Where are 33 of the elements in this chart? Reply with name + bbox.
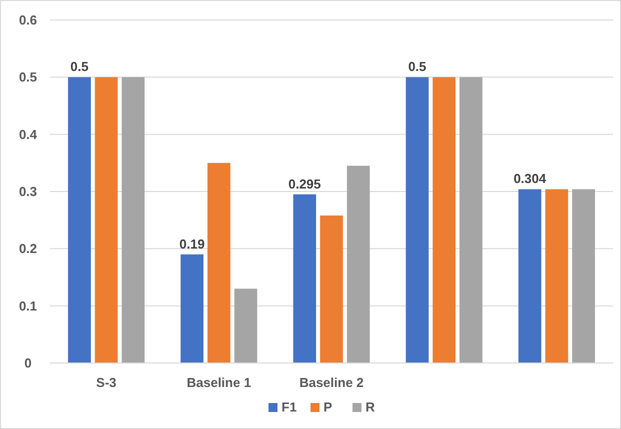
- bar: [460, 77, 482, 363]
- bar: [406, 77, 429, 363]
- y-tick-label: 0: [24, 356, 32, 371]
- bar: [207, 162, 230, 363]
- bar: [94, 77, 118, 363]
- data-label: 0.19: [179, 236, 205, 252]
- y-tick-label: 0.1: [18, 298, 38, 314]
- bar: [518, 189, 542, 363]
- x-tick-label: Baseline 1: [186, 375, 252, 390]
- bar: [432, 77, 456, 363]
- data-label: 0.295: [288, 176, 321, 192]
- y-tick-label: 0.6: [18, 12, 38, 28]
- y-tick-label: 0.3: [18, 184, 38, 200]
- y-tick-label: 0.5: [18, 70, 38, 85]
- x-tick-label: Baseline 2: [299, 375, 364, 390]
- data-label: 0.5: [408, 59, 426, 74]
- bar: [180, 254, 204, 363]
- y-tick-label: 0.4: [18, 126, 38, 142]
- bar: [346, 166, 370, 363]
- data-label: 0.5: [70, 59, 88, 74]
- bar: [293, 194, 316, 363]
- bar: [320, 216, 343, 363]
- data-label: 0.304: [514, 171, 547, 186]
- bar: [234, 288, 258, 363]
- legend-label: P: [324, 400, 332, 415]
- bar: [545, 189, 568, 363]
- y-tick-label: 0.2: [18, 241, 38, 256]
- bar: [68, 77, 91, 363]
- bar: [572, 189, 595, 363]
- x-tick-label: S-3: [96, 375, 116, 390]
- legend-label: R: [366, 400, 376, 415]
- bar: [122, 77, 145, 363]
- legend-label: F1: [282, 400, 297, 415]
